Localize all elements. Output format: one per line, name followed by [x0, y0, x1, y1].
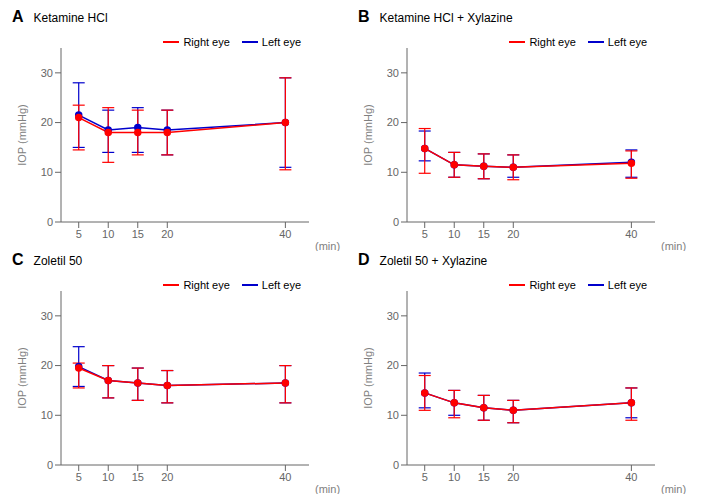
svg-text:40: 40: [279, 471, 291, 483]
svg-text:IOP (mmHg): IOP (mmHg): [362, 347, 374, 409]
html-text:Left eye: Left eye: [607, 279, 647, 291]
svg-text:20: 20: [507, 471, 519, 483]
svg-text:10: 10: [41, 409, 53, 421]
html-text:Zoletil 50: Zoletil 50: [33, 254, 83, 268]
html-text:Right eye: Right eye: [183, 36, 230, 48]
html-text:Left eye: Left eye: [261, 279, 301, 291]
svg-text:20: 20: [41, 116, 53, 128]
svg-text:15: 15: [132, 228, 144, 240]
svg-text:(min): (min): [661, 483, 686, 494]
svg-text:30: 30: [41, 67, 53, 79]
svg-text:15: 15: [132, 471, 144, 483]
html-text:Right eye: Right eye: [529, 36, 576, 48]
svg-text:10: 10: [448, 228, 460, 240]
svg-text:30: 30: [387, 310, 399, 322]
html-text:Left eye: Left eye: [261, 36, 301, 48]
html-text:C: C: [12, 251, 24, 268]
svg-text:10: 10: [387, 409, 399, 421]
svg-text:IOP (mmHg): IOP (mmHg): [16, 104, 28, 166]
svg-text:20: 20: [387, 116, 399, 128]
html-text:A: A: [12, 8, 24, 25]
svg-text:(min): (min): [315, 483, 340, 494]
svg-text:20: 20: [161, 228, 173, 240]
html-text:Left eye: Left eye: [607, 36, 647, 48]
svg-text:(min): (min): [661, 240, 686, 251]
svg-text:(min): (min): [315, 240, 340, 251]
html-text:D: D: [358, 251, 370, 268]
svg-text:IOP (mmHg): IOP (mmHg): [16, 347, 28, 409]
html-text:Right eye: Right eye: [183, 279, 230, 291]
svg-text:15: 15: [478, 228, 490, 240]
html-text:Right eye: Right eye: [529, 279, 576, 291]
html-text:Ketamine HCl + Xylazine: Ketamine HCl + Xylazine: [379, 11, 513, 25]
svg-text:5: 5: [76, 228, 82, 240]
html-text:Zoletil 50 + Xylazine: Zoletil 50 + Xylazine: [379, 254, 488, 268]
svg-text:15: 15: [478, 471, 490, 483]
svg-text:5: 5: [422, 228, 428, 240]
svg-text:0: 0: [47, 216, 53, 228]
svg-text:10: 10: [41, 166, 53, 178]
svg-text:5: 5: [422, 471, 428, 483]
svg-text:20: 20: [387, 359, 399, 371]
svg-text:30: 30: [387, 67, 399, 79]
svg-text:0: 0: [393, 216, 399, 228]
svg-text:30: 30: [41, 310, 53, 322]
svg-text:10: 10: [387, 166, 399, 178]
svg-text:40: 40: [625, 228, 637, 240]
svg-text:10: 10: [448, 471, 460, 483]
svg-text:40: 40: [279, 228, 291, 240]
svg-text:20: 20: [161, 471, 173, 483]
html-text:B: B: [358, 8, 370, 25]
svg-text:10: 10: [102, 471, 114, 483]
svg-text:20: 20: [507, 228, 519, 240]
svg-text:20: 20: [41, 359, 53, 371]
svg-text:40: 40: [625, 471, 637, 483]
html-text:Ketamine HCl: Ketamine HCl: [33, 11, 108, 25]
svg-text:0: 0: [393, 459, 399, 471]
svg-text:10: 10: [102, 228, 114, 240]
svg-text:IOP (mmHg): IOP (mmHg): [362, 104, 374, 166]
svg-text:0: 0: [47, 459, 53, 471]
svg-text:5: 5: [76, 471, 82, 483]
